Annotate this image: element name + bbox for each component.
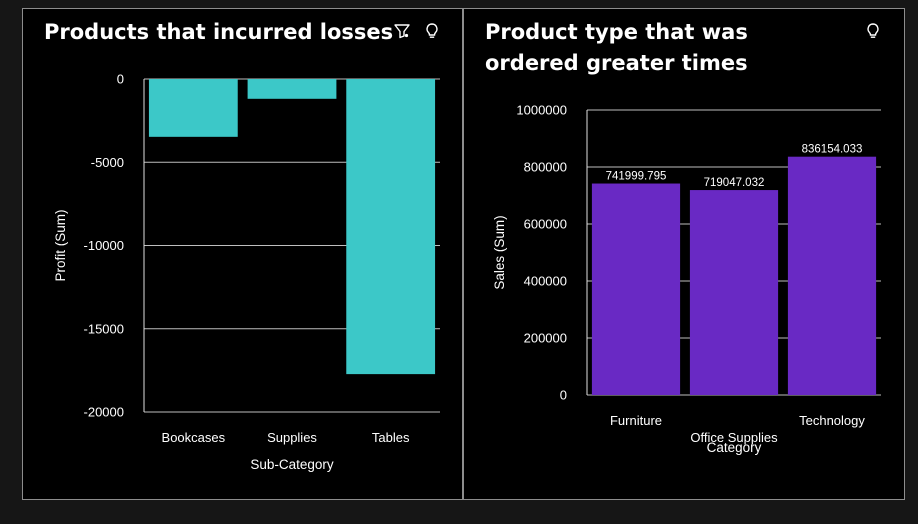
y-tick-label: -5000 — [91, 155, 124, 170]
y-tick-label: 400000 — [524, 274, 567, 289]
y-tick-label: 0 — [117, 72, 124, 87]
y-tick-label: -10000 — [84, 238, 124, 253]
y-tick-label: -20000 — [84, 405, 124, 420]
losses-bar-chart: 0 -5000 -10000 -15000 -20000 Bookcases Supplie… — [53, 72, 440, 472]
y-tick-label: 200000 — [524, 331, 567, 346]
y-tick-label: 1000000 — [516, 103, 567, 118]
x-tick-label: Furniture — [610, 413, 662, 428]
lightbulb-icon[interactable] — [423, 22, 441, 40]
sales-bar-chart: 0 200000 400000 600000 800000 1000000 Furnitur… — [492, 103, 881, 455]
x-axis-title: Sub-Category — [250, 457, 334, 472]
y-tick-label: 600000 — [524, 217, 567, 232]
data-label: 741999.795 — [606, 171, 667, 183]
panel-title: Products that incurred losses — [44, 20, 394, 44]
x-axis-title: Category — [707, 440, 762, 455]
x-tick-label: Bookcases — [162, 430, 226, 445]
y-axis-title: Sales (Sum) — [492, 215, 507, 289]
x-tick-label: Tables — [372, 430, 410, 445]
bar-supplies — [247, 79, 337, 99]
sales-chart-panel: Product type that was ordered greater ti… — [463, 8, 905, 500]
data-label: 719047.032 — [704, 177, 765, 189]
data-label: 836154.033 — [802, 144, 863, 156]
bar-furniture — [591, 183, 681, 395]
y-tick-label: 0 — [560, 388, 567, 403]
y-tick-label: 800000 — [524, 160, 567, 175]
bar-bookcases — [148, 79, 238, 137]
y-tick-label: -15000 — [84, 321, 124, 336]
y-axis-title: Profit (Sum) — [53, 209, 68, 281]
lightbulb-icon[interactable] — [864, 22, 882, 40]
bar-tables — [346, 79, 436, 375]
filter-icon[interactable] — [393, 22, 411, 40]
panel-title: Product type that was ordered greater ti… — [485, 20, 748, 75]
x-tick-label: Supplies — [267, 430, 317, 445]
x-tick-label: Technology — [799, 413, 865, 428]
bar-office-supplies — [689, 190, 779, 395]
losses-chart-panel: Products that incurred losses 0 -5000 -100… — [22, 8, 463, 500]
bar-technology — [787, 156, 877, 395]
x-tick-label: Office Supplies — [690, 430, 778, 445]
